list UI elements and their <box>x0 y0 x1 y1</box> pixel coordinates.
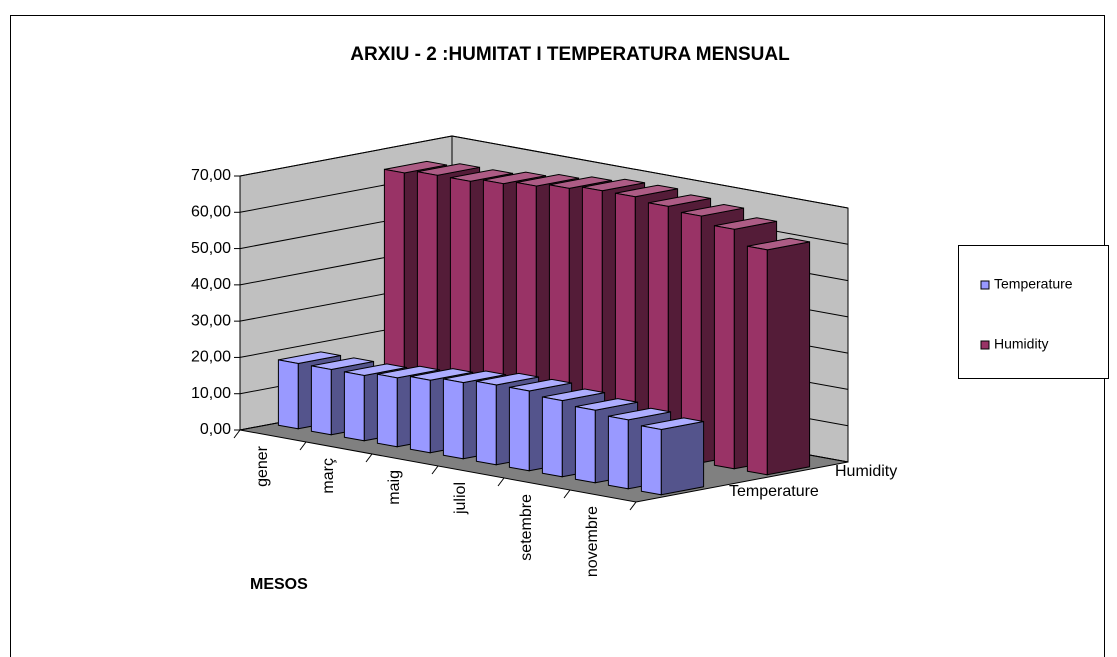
bar-front <box>475 380 497 466</box>
x-tick <box>629 501 637 511</box>
bar <box>640 417 705 496</box>
bar-front <box>310 365 332 436</box>
x-tick <box>233 429 241 439</box>
bar-front <box>277 359 299 430</box>
x-tick <box>563 489 571 499</box>
x-tick <box>299 441 307 451</box>
legend-label: Temperature <box>994 276 1073 292</box>
x-tick <box>365 453 373 463</box>
bar-front <box>713 225 735 470</box>
y-tick-label: 70,00 <box>191 167 231 184</box>
bar-front <box>409 376 431 454</box>
x-tick-label: novembre <box>584 506 601 577</box>
y-tick-label: 60,00 <box>191 204 231 221</box>
legend-label: Humidity <box>994 336 1048 352</box>
x-axis-title: MESOS <box>250 576 308 593</box>
bar-front <box>640 425 662 496</box>
legend-box <box>958 245 1109 379</box>
bar-front <box>442 378 464 460</box>
x-tick-label: març <box>320 458 337 494</box>
y-tick-label: 40,00 <box>191 276 231 293</box>
legend: Temperature Humidity <box>958 245 1109 379</box>
bar-front <box>508 386 530 472</box>
x-tick <box>497 477 505 487</box>
chart-title: ARXIU - 2 :HUMITAT I TEMPERATURA MENSUAL <box>350 44 790 65</box>
bar-front <box>607 415 629 490</box>
bar-front <box>541 396 563 478</box>
x-tick-label: maig <box>386 470 403 505</box>
bar-side <box>660 420 705 496</box>
bar-side <box>766 241 811 476</box>
bar-front <box>343 371 365 442</box>
bar-front <box>746 245 768 476</box>
y-tick-label: 20,00 <box>191 349 231 366</box>
grid-line <box>239 135 849 209</box>
x-tick <box>431 465 439 475</box>
y-tick-label: 0,00 <box>200 421 231 438</box>
legend-swatch <box>980 280 990 290</box>
x-tick-label: gener <box>254 445 271 487</box>
legend-swatch <box>980 340 990 350</box>
bar-front <box>376 373 398 448</box>
y-tick-label: 30,00 <box>191 312 231 329</box>
x-tick-label: setembre <box>518 494 535 561</box>
x-tick-label: juliol <box>452 482 469 515</box>
bar <box>746 237 811 476</box>
depth-label: Temperature <box>729 483 819 500</box>
bar-front <box>574 406 596 484</box>
depth-label: Humidity <box>835 463 897 480</box>
y-tick-label: 50,00 <box>191 240 231 257</box>
y-tick-label: 10,00 <box>191 385 231 402</box>
